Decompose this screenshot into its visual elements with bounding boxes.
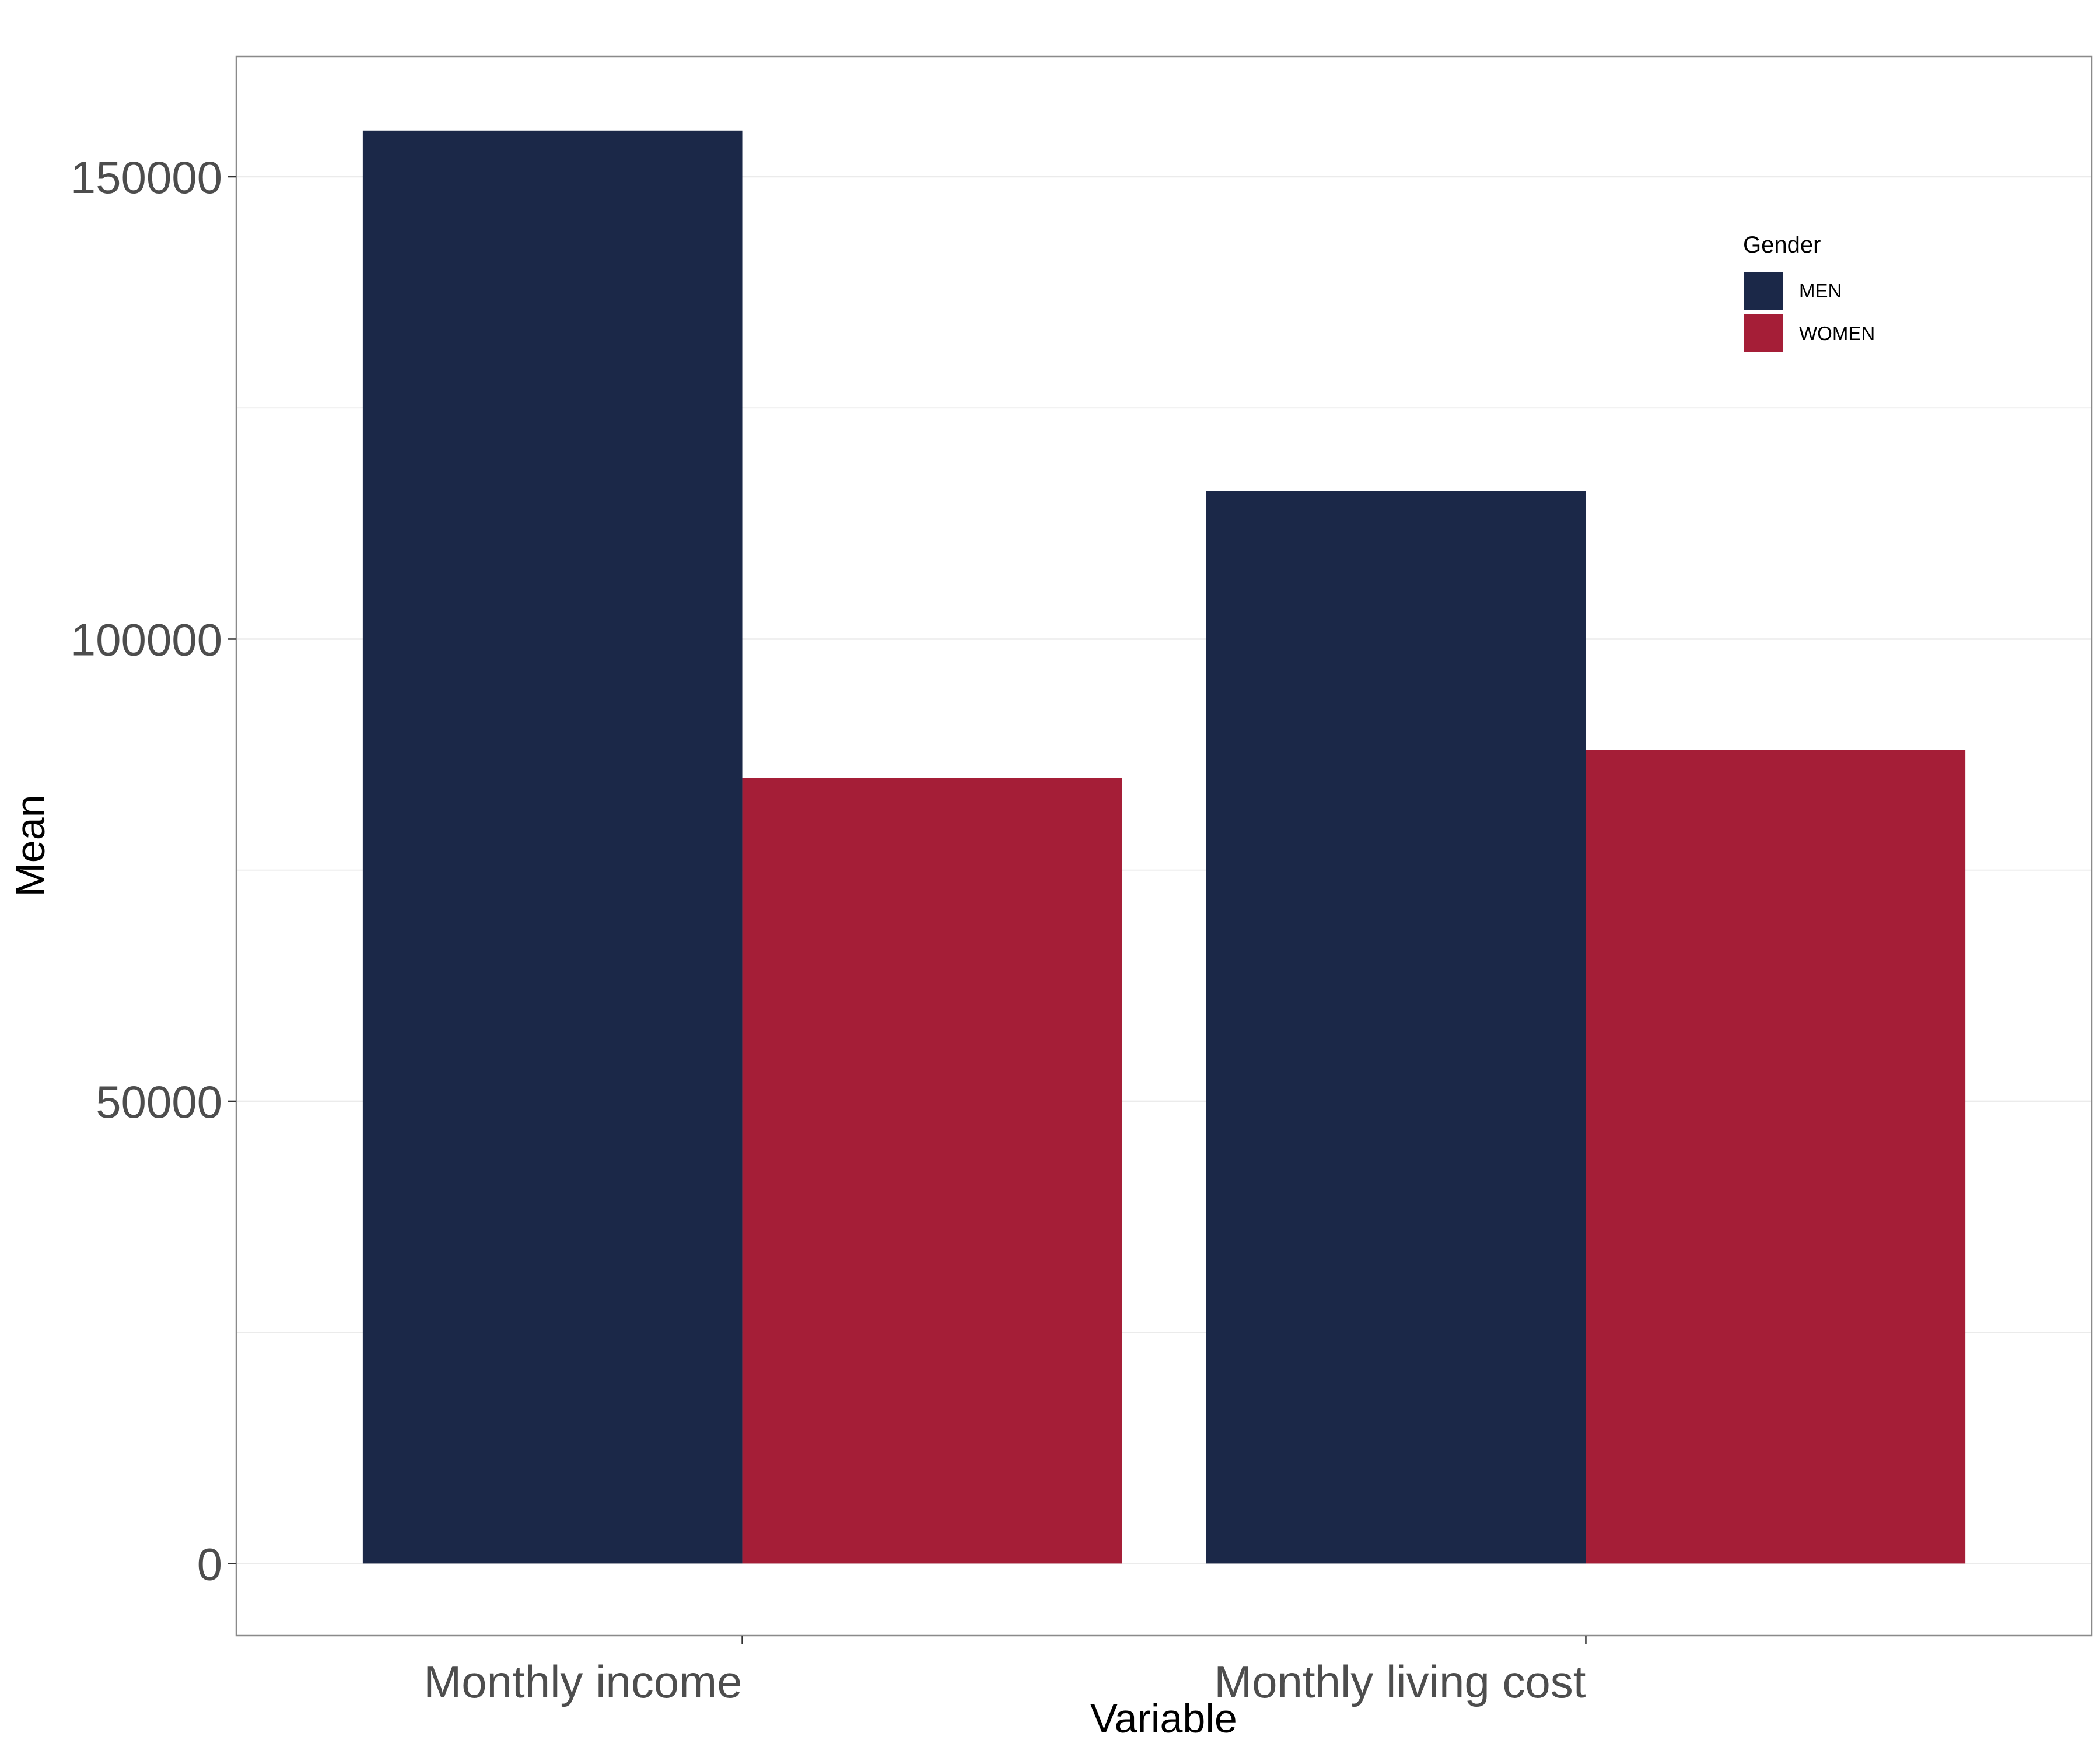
- y-tick-label: 100000: [71, 614, 222, 665]
- legend-key-men: [1744, 272, 1783, 310]
- x-tick-label: Monthly income: [424, 1656, 742, 1707]
- y-tick-label: 150000: [71, 152, 222, 203]
- y-tick-label: 0: [197, 1538, 222, 1590]
- bar-men-monthly-living-cost: [1206, 491, 1586, 1564]
- bar-women-monthly-income: [742, 778, 1122, 1564]
- legend-title: Gender: [1743, 232, 1821, 258]
- bar-women-monthly-living-cost: [1586, 750, 1966, 1564]
- y-axis-title: Mean: [8, 794, 53, 897]
- bar-men-monthly-income: [362, 130, 743, 1564]
- legend-label-men: MEN: [1799, 280, 1842, 302]
- x-axis-title: Variable: [1090, 1696, 1237, 1741]
- legend: Gender MEN WOMEN: [1743, 232, 1875, 352]
- y-axis: 0 50000 100000 150000: [71, 152, 236, 1590]
- y-tick-label: 50000: [96, 1076, 222, 1128]
- plot-panel-border: [235, 55, 2093, 1637]
- x-tick-label: Monthly living cost: [1214, 1656, 1586, 1707]
- x-axis: Monthly income Monthly living cost: [424, 1636, 1587, 1707]
- bars: [362, 130, 1966, 1564]
- legend-key-women: [1744, 314, 1783, 352]
- legend-label-women: WOMEN: [1799, 323, 1875, 344]
